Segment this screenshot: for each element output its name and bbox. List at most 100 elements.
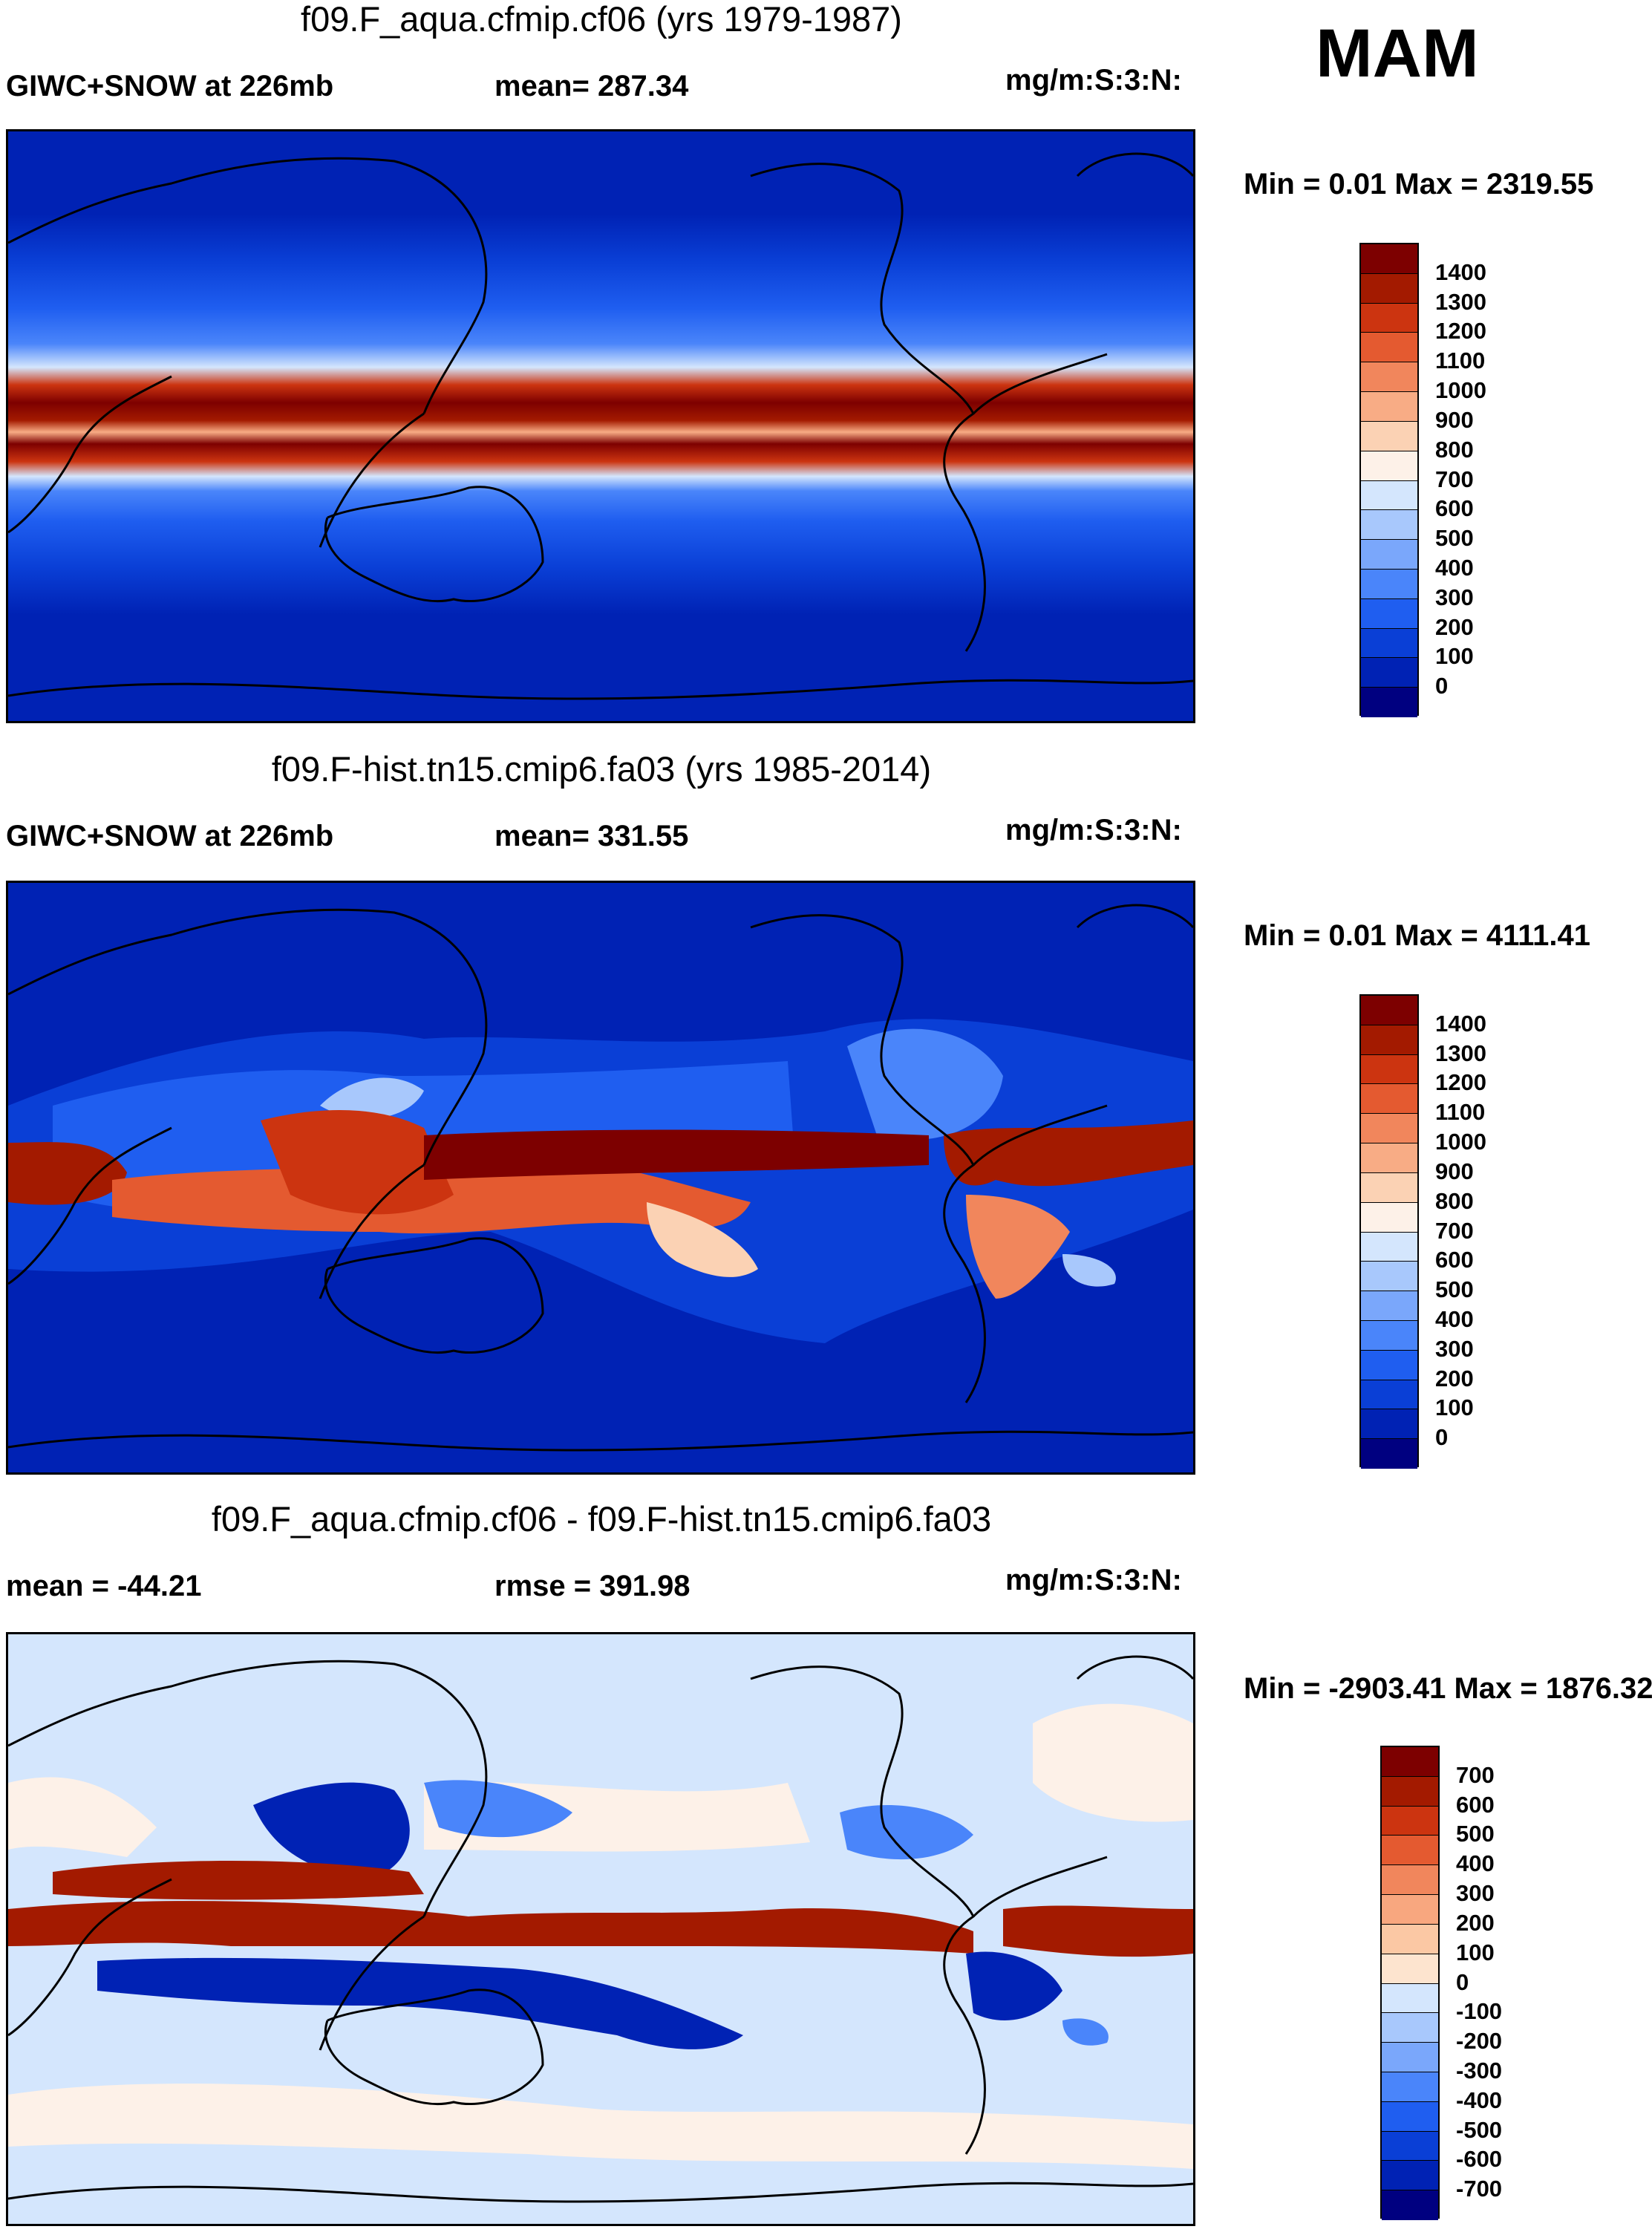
colorbar-swatch	[1382, 1865, 1438, 1896]
colorbar-swatch	[1382, 2190, 1438, 2220]
colorbar-swatch	[1361, 1439, 1417, 1469]
colorbar-tick-label: -600	[1456, 2146, 1503, 2173]
panel-3-minmax-label: Min = -2903.41 Max = 1876.32	[1244, 1672, 1652, 1705]
colorbar-tick-label: 200	[1435, 613, 1474, 640]
colorbar-tick-label: 700	[1456, 1761, 1495, 1788]
colorbar-tick-label: 900	[1435, 406, 1474, 433]
colorbar-swatch	[1361, 303, 1417, 333]
panel-2-map	[6, 881, 1195, 1475]
colorbar-swatch	[1382, 2161, 1438, 2191]
colorbar-swatch	[1361, 628, 1417, 659]
colorbar-swatch	[1382, 1747, 1438, 1777]
colorbar-swatch	[1361, 333, 1417, 363]
colorbar-swatch	[1361, 480, 1417, 511]
colorbar-tick-label: 1200	[1435, 1069, 1486, 1096]
colorbar-swatch	[1361, 1172, 1417, 1203]
panel-2-units-label: mg/m:S:3:N:	[1005, 814, 1182, 846]
colorbar-swatch	[1361, 362, 1417, 393]
colorbar-swatch	[1361, 510, 1417, 541]
colorbar-swatch	[1382, 2131, 1438, 2161]
colorbar-swatch	[1361, 1054, 1417, 1085]
panel-1-units-label: mg/m:S:3:N:	[1005, 64, 1182, 97]
panel-2-mean-label: mean= 331.55	[494, 820, 689, 852]
panel-2-minmax-label: Min = 0.01 Max = 4111.41	[1244, 919, 1590, 952]
panel-3-mean-label: mean = -44.21	[6, 1570, 202, 1602]
colorbar-swatch	[1361, 1409, 1417, 1440]
colorbar-tick-label: 800	[1435, 1187, 1474, 1214]
colorbar-tick-label: 100	[1456, 1939, 1495, 1965]
colorbar-swatch	[1382, 1983, 1438, 2014]
panel-1-coastlines	[8, 152, 1193, 700]
panel-3-units-label: mg/m:S:3:N:	[1005, 1564, 1182, 1596]
colorbar-tick-label: 800	[1435, 436, 1474, 463]
colorbar-tick-label: 400	[1435, 1305, 1474, 1332]
colorbar-swatch	[1361, 451, 1417, 481]
colorbar-tick-label: 0	[1435, 1424, 1449, 1451]
colorbar-swatch	[1361, 688, 1417, 717]
colorbar-swatch	[1361, 598, 1417, 629]
colorbar-tick-label: 300	[1456, 1880, 1495, 1907]
colorbar-tick-label: 200	[1435, 1365, 1474, 1391]
colorbar-tick-label: 1300	[1435, 288, 1486, 315]
colorbar-swatch	[1361, 392, 1417, 422]
colorbar-swatch	[1361, 421, 1417, 451]
colorbar-tick-label: 600	[1456, 1791, 1495, 1818]
panel-3-rmse-label: rmse = 391.98	[494, 1570, 690, 1602]
panel-3-map	[6, 1632, 1195, 2226]
colorbar-swatch	[1382, 1954, 1438, 1984]
colorbar-swatch	[1361, 1025, 1417, 1055]
panel-3-title: f09.F_aqua.cfmip.cf06 - f09.F-hist.tn15.…	[211, 1499, 992, 1539]
season-label: MAM	[1316, 16, 1479, 91]
colorbar-swatch	[1361, 1143, 1417, 1173]
colorbar-swatch	[1361, 1262, 1417, 1292]
colorbar-swatch	[1361, 1202, 1417, 1233]
colorbar-tick-label: 600	[1435, 495, 1474, 522]
panel-2-colorbar	[1359, 994, 1419, 1469]
panel-1-title: f09.F_aqua.cfmip.cf06 (yrs 1979-1987)	[301, 0, 902, 39]
colorbar-swatch	[1382, 1895, 1438, 1925]
colorbar-tick-label: 700	[1435, 466, 1474, 492]
panel-2-coastlines	[8, 904, 1193, 1452]
colorbar-tick-label: 300	[1435, 584, 1474, 610]
colorbar-tick-label: 500	[1435, 525, 1474, 552]
colorbar-swatch	[1361, 1232, 1417, 1262]
colorbar-tick-label: 100	[1435, 643, 1474, 670]
colorbar-swatch	[1361, 1380, 1417, 1410]
panel-3-colorbar	[1380, 1746, 1440, 2220]
colorbar-tick-label: -700	[1456, 2176, 1503, 2202]
colorbar-tick-label: 1000	[1435, 377, 1486, 404]
colorbar-tick-label: 700	[1435, 1217, 1474, 1244]
panel-1-variable-label: GIWC+SNOW at 226mb	[6, 70, 334, 102]
colorbar-tick-label: 1200	[1435, 318, 1486, 345]
colorbar-tick-label: 1400	[1435, 1010, 1486, 1037]
colorbar-swatch	[1382, 1924, 1438, 1954]
colorbar-swatch	[1382, 1776, 1438, 1807]
colorbar-tick-label: 1400	[1435, 258, 1486, 285]
colorbar-swatch	[1361, 1291, 1417, 1321]
colorbar-tick-label: 500	[1435, 1276, 1474, 1303]
colorbar-tick-label: 300	[1435, 1335, 1474, 1362]
colorbar-tick-label: 600	[1435, 1247, 1474, 1273]
colorbar-tick-label: -300	[1456, 2057, 1503, 2084]
colorbar-swatch	[1382, 1836, 1438, 1866]
colorbar-tick-label: 100	[1435, 1394, 1474, 1421]
colorbar-swatch	[1361, 1114, 1417, 1144]
colorbar-swatch	[1361, 1350, 1417, 1380]
colorbar-swatch	[1361, 273, 1417, 304]
panel-2-variable-label: GIWC+SNOW at 226mb	[6, 820, 334, 852]
colorbar-tick-label: 1000	[1435, 1129, 1486, 1155]
panel-2-field	[8, 1019, 1193, 1343]
colorbar-tick-label: 0	[1435, 673, 1449, 699]
colorbar-tick-label: 1100	[1435, 1099, 1486, 1126]
colorbar-swatch	[1382, 1806, 1438, 1836]
panel-2-title: f09.F-hist.tn15.cmip6.fa03 (yrs 1985-201…	[271, 749, 932, 789]
colorbar-tick-label: -100	[1456, 1998, 1503, 2025]
colorbar-tick-label: 1100	[1435, 348, 1486, 374]
colorbar-swatch	[1361, 540, 1417, 570]
colorbar-swatch	[1361, 569, 1417, 599]
panel-3-coastlines	[8, 1655, 1193, 2203]
colorbar-tick-label: 900	[1435, 1158, 1474, 1184]
colorbar-tick-label: 500	[1456, 1821, 1495, 1847]
colorbar-tick-label: -200	[1456, 2028, 1503, 2055]
colorbar-tick-label: 400	[1456, 1850, 1495, 1877]
